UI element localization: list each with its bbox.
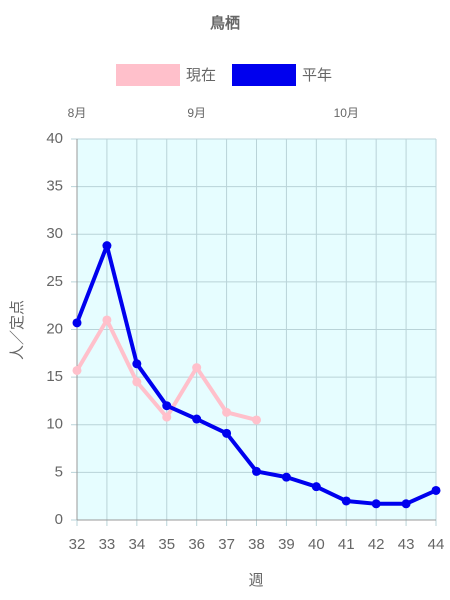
point (162, 412, 172, 422)
x-tick-label: 39 (278, 536, 295, 553)
month-label: 10月 (334, 106, 359, 120)
x-tick-label: 32 (69, 536, 86, 553)
point (431, 485, 441, 495)
y-tick-label: 40 (46, 130, 63, 147)
x-tick-label: 37 (218, 536, 235, 553)
point (371, 499, 381, 509)
point (162, 401, 172, 411)
point (102, 315, 112, 325)
point (132, 377, 142, 387)
y-axis-label: 人／定点 (9, 300, 26, 360)
month-label: 8月 (68, 106, 87, 120)
y-tick-label: 20 (46, 320, 63, 337)
x-tick-label: 41 (338, 536, 355, 553)
y-tick-label: 35 (46, 178, 63, 195)
point (222, 407, 232, 417)
point (192, 363, 202, 373)
point (222, 428, 232, 438)
month-label: 9月 (187, 106, 206, 120)
x-tick-label: 33 (99, 536, 116, 553)
point (252, 466, 261, 476)
chart-title: 鳥栖 (210, 14, 240, 32)
y-tick-label: 30 (46, 225, 63, 242)
point (341, 496, 351, 506)
x-axis-label: 週 (248, 572, 263, 589)
point (102, 241, 112, 251)
point (281, 472, 291, 482)
x-tick-label: 34 (128, 536, 145, 553)
point (311, 482, 321, 492)
point (252, 415, 261, 425)
x-tick-label: 35 (158, 536, 175, 553)
legend-swatch (232, 64, 296, 86)
point (192, 414, 202, 424)
y-tick-label: 10 (46, 416, 63, 433)
x-tick-label: 36 (188, 536, 205, 553)
point (401, 499, 411, 509)
x-tick-label: 44 (428, 536, 445, 553)
x-tick-label: 38 (248, 536, 265, 553)
x-tick-label: 40 (308, 536, 325, 553)
x-tick-label: 42 (368, 536, 385, 553)
y-tick-label: 5 (55, 463, 63, 480)
y-tick-label: 25 (46, 273, 63, 290)
point (72, 318, 82, 328)
legend-swatch (116, 64, 180, 86)
y-tick-label: 15 (46, 368, 63, 385)
x-tick-label: 43 (398, 536, 415, 553)
point (132, 359, 142, 369)
legend-label: 現在 (186, 67, 216, 84)
point (72, 365, 82, 375)
legend-label: 平年 (302, 67, 332, 84)
y-tick-label: 0 (55, 511, 63, 528)
